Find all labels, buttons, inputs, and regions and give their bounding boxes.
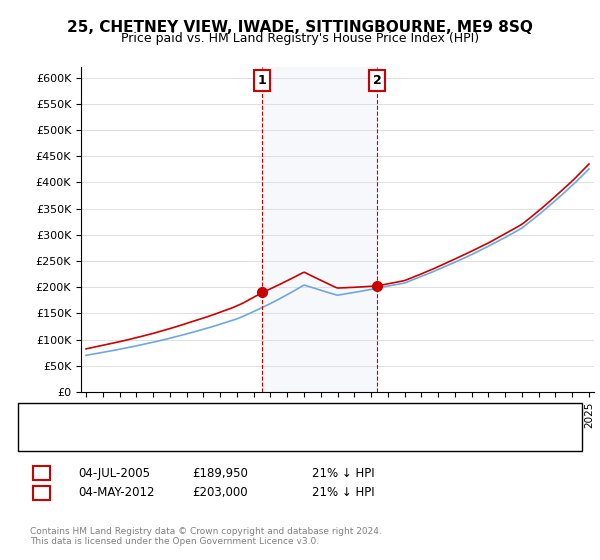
Text: 25, CHETNEY VIEW, IWADE, SITTINGBOURNE, ME9 8SQ (detached house): 25, CHETNEY VIEW, IWADE, SITTINGBOURNE, … — [78, 413, 457, 423]
Text: 21% ↓ HPI: 21% ↓ HPI — [312, 486, 374, 500]
Text: 04-JUL-2005: 04-JUL-2005 — [78, 466, 150, 480]
Text: Contains HM Land Registry data © Crown copyright and database right 2024.
This d: Contains HM Land Registry data © Crown c… — [30, 526, 382, 546]
Bar — [262, 67, 377, 392]
Text: 2: 2 — [373, 74, 381, 87]
Text: 2: 2 — [37, 486, 46, 500]
Text: 25, CHETNEY VIEW, IWADE, SITTINGBOURNE, ME9 8SQ: 25, CHETNEY VIEW, IWADE, SITTINGBOURNE, … — [67, 20, 533, 35]
Text: 1: 1 — [257, 74, 266, 87]
Text: £203,000: £203,000 — [192, 486, 248, 500]
Text: Price paid vs. HM Land Registry's House Price Index (HPI): Price paid vs. HM Land Registry's House … — [121, 32, 479, 45]
Text: 04-MAY-2012: 04-MAY-2012 — [78, 486, 155, 500]
Text: HPI: Average price, detached house, Swale: HPI: Average price, detached house, Swal… — [78, 435, 302, 445]
Text: 1: 1 — [37, 466, 46, 480]
Text: 21% ↓ HPI: 21% ↓ HPI — [312, 466, 374, 480]
Text: £189,950: £189,950 — [192, 466, 248, 480]
